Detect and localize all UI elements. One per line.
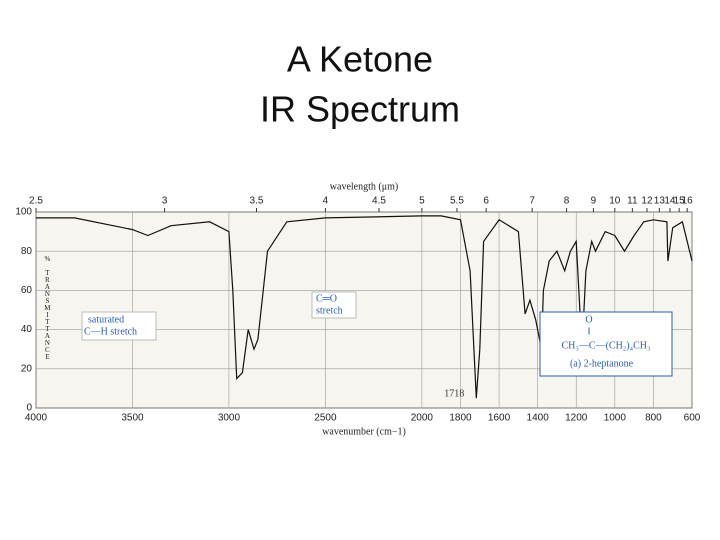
x2-axis-title: wavelength (μm) [330, 181, 398, 192]
x2-tick-label: 6 [483, 196, 489, 207]
x2-tick-label: 10 [609, 196, 621, 207]
x-tick-label: 3500 [121, 413, 144, 424]
x-axis-title: wavenumber (cm−1) [322, 426, 406, 437]
x2-tick-label: 13 [654, 196, 666, 207]
x2-tick-label: 8 [564, 196, 570, 207]
annotation: O [585, 314, 592, 325]
y-tick-label: 0 [26, 403, 32, 414]
spectrum-line [36, 215, 693, 399]
structure-box [539, 311, 673, 377]
x2-tick-label: 3 [162, 196, 168, 207]
x2-tick-label: 11 [627, 196, 638, 207]
x-tick-label: 1800 [449, 413, 472, 424]
x2-tick-label: 7 [529, 196, 535, 207]
title-line: IR Spectrum [260, 89, 460, 130]
x-tick-label: 4000 [25, 413, 48, 424]
y-tick-label: 20 [21, 363, 33, 374]
x-tick-label: 3000 [218, 413, 241, 424]
x2-tick-label: 5 [419, 196, 425, 207]
annotation: C═O [316, 293, 337, 304]
annotation: C—H stretch [84, 326, 137, 337]
x2-tick-label: 9 [591, 196, 597, 207]
x-tick-label: 1400 [527, 413, 550, 424]
annotation: CH₃—C—(CH₂)₄CH₃ [562, 340, 651, 351]
x2-tick-label: 4 [323, 196, 329, 207]
x2-tick-label: 4.5 [372, 196, 386, 207]
annotation: (a) 2-heptanone [570, 358, 634, 369]
title-line: A Ketone [287, 39, 433, 80]
x2-tick-label: 12 [641, 196, 653, 207]
x-tick-label: 2500 [314, 413, 337, 424]
x2-tick-label: 3.5 [250, 196, 264, 207]
y-tick-label: 80 [21, 246, 33, 257]
y-axis-title: % TRANSMITTANCE [43, 255, 51, 360]
annotation: saturated [88, 314, 124, 325]
plot-area [35, 211, 693, 409]
y-tick-label: 40 [21, 324, 33, 335]
annotation: stretch [316, 305, 343, 316]
x2-tick-label: 2.5 [29, 196, 43, 207]
x2-tick-label: 15 [674, 196, 686, 207]
y-tick-label: 60 [21, 285, 33, 296]
y-tick-label: 100 [15, 207, 32, 218]
x-tick-label: 800 [645, 413, 662, 424]
x2-tick-label: 16 [682, 196, 694, 207]
annotation-box [311, 291, 357, 319]
x2-tick-label: 14 [664, 196, 676, 207]
annotation-box [81, 311, 157, 341]
x-tick-label: 600 [684, 413, 701, 424]
annotation: ‖ [588, 326, 591, 337]
x-tick-label: 1000 [604, 413, 627, 424]
x-tick-label: 1600 [488, 413, 511, 424]
annotation: 1718 [444, 388, 464, 399]
x2-tick-label: 5.5 [450, 196, 464, 207]
x-tick-label: 1200 [565, 413, 588, 424]
x-tick-label: 2000 [411, 413, 434, 424]
